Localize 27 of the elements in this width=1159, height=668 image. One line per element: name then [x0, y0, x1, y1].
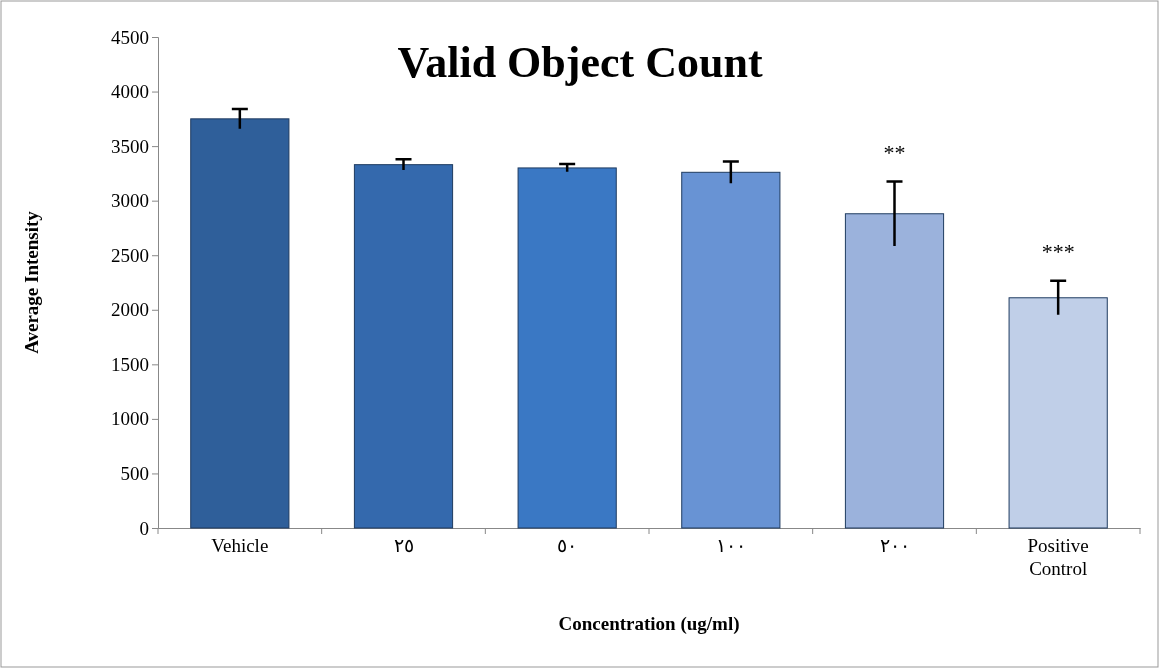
bar	[844, 213, 945, 529]
y-tick-label: 0	[139, 517, 149, 539]
chart-title: Valid Object Count	[397, 38, 763, 87]
y-tick-label: 4500	[111, 26, 149, 48]
x-tick-label: ٢٥	[393, 534, 414, 556]
bar	[517, 167, 617, 529]
bar	[1008, 297, 1108, 529]
annotation: ***	[1041, 238, 1075, 264]
y-axis-title: Average Intensity	[21, 210, 42, 354]
x-tick-label: ١٠٠	[715, 534, 746, 556]
x-axis-title: Concentration (ug/ml)	[558, 613, 740, 635]
x-tick-label: Vehicle	[211, 534, 269, 556]
y-tick-label: 2500	[111, 244, 149, 266]
y-tick-label: 3000	[111, 190, 149, 212]
y-tick-label: 4000	[111, 81, 149, 103]
x-tick-label: ٢٠٠	[879, 534, 910, 556]
bar	[681, 171, 781, 529]
y-tick-label: 1000	[111, 408, 149, 430]
annotation: **	[883, 139, 906, 165]
x-tick-label: Positive Control	[1027, 534, 1089, 579]
x-tick-label: ٥٠	[557, 534, 578, 556]
y-tick-label: 500	[120, 463, 149, 485]
y-tick-label: 2000	[111, 299, 149, 321]
bar	[190, 118, 290, 529]
bar	[353, 164, 454, 529]
y-tick-label: 3500	[111, 135, 149, 157]
y-tick-label: 1500	[111, 353, 149, 375]
